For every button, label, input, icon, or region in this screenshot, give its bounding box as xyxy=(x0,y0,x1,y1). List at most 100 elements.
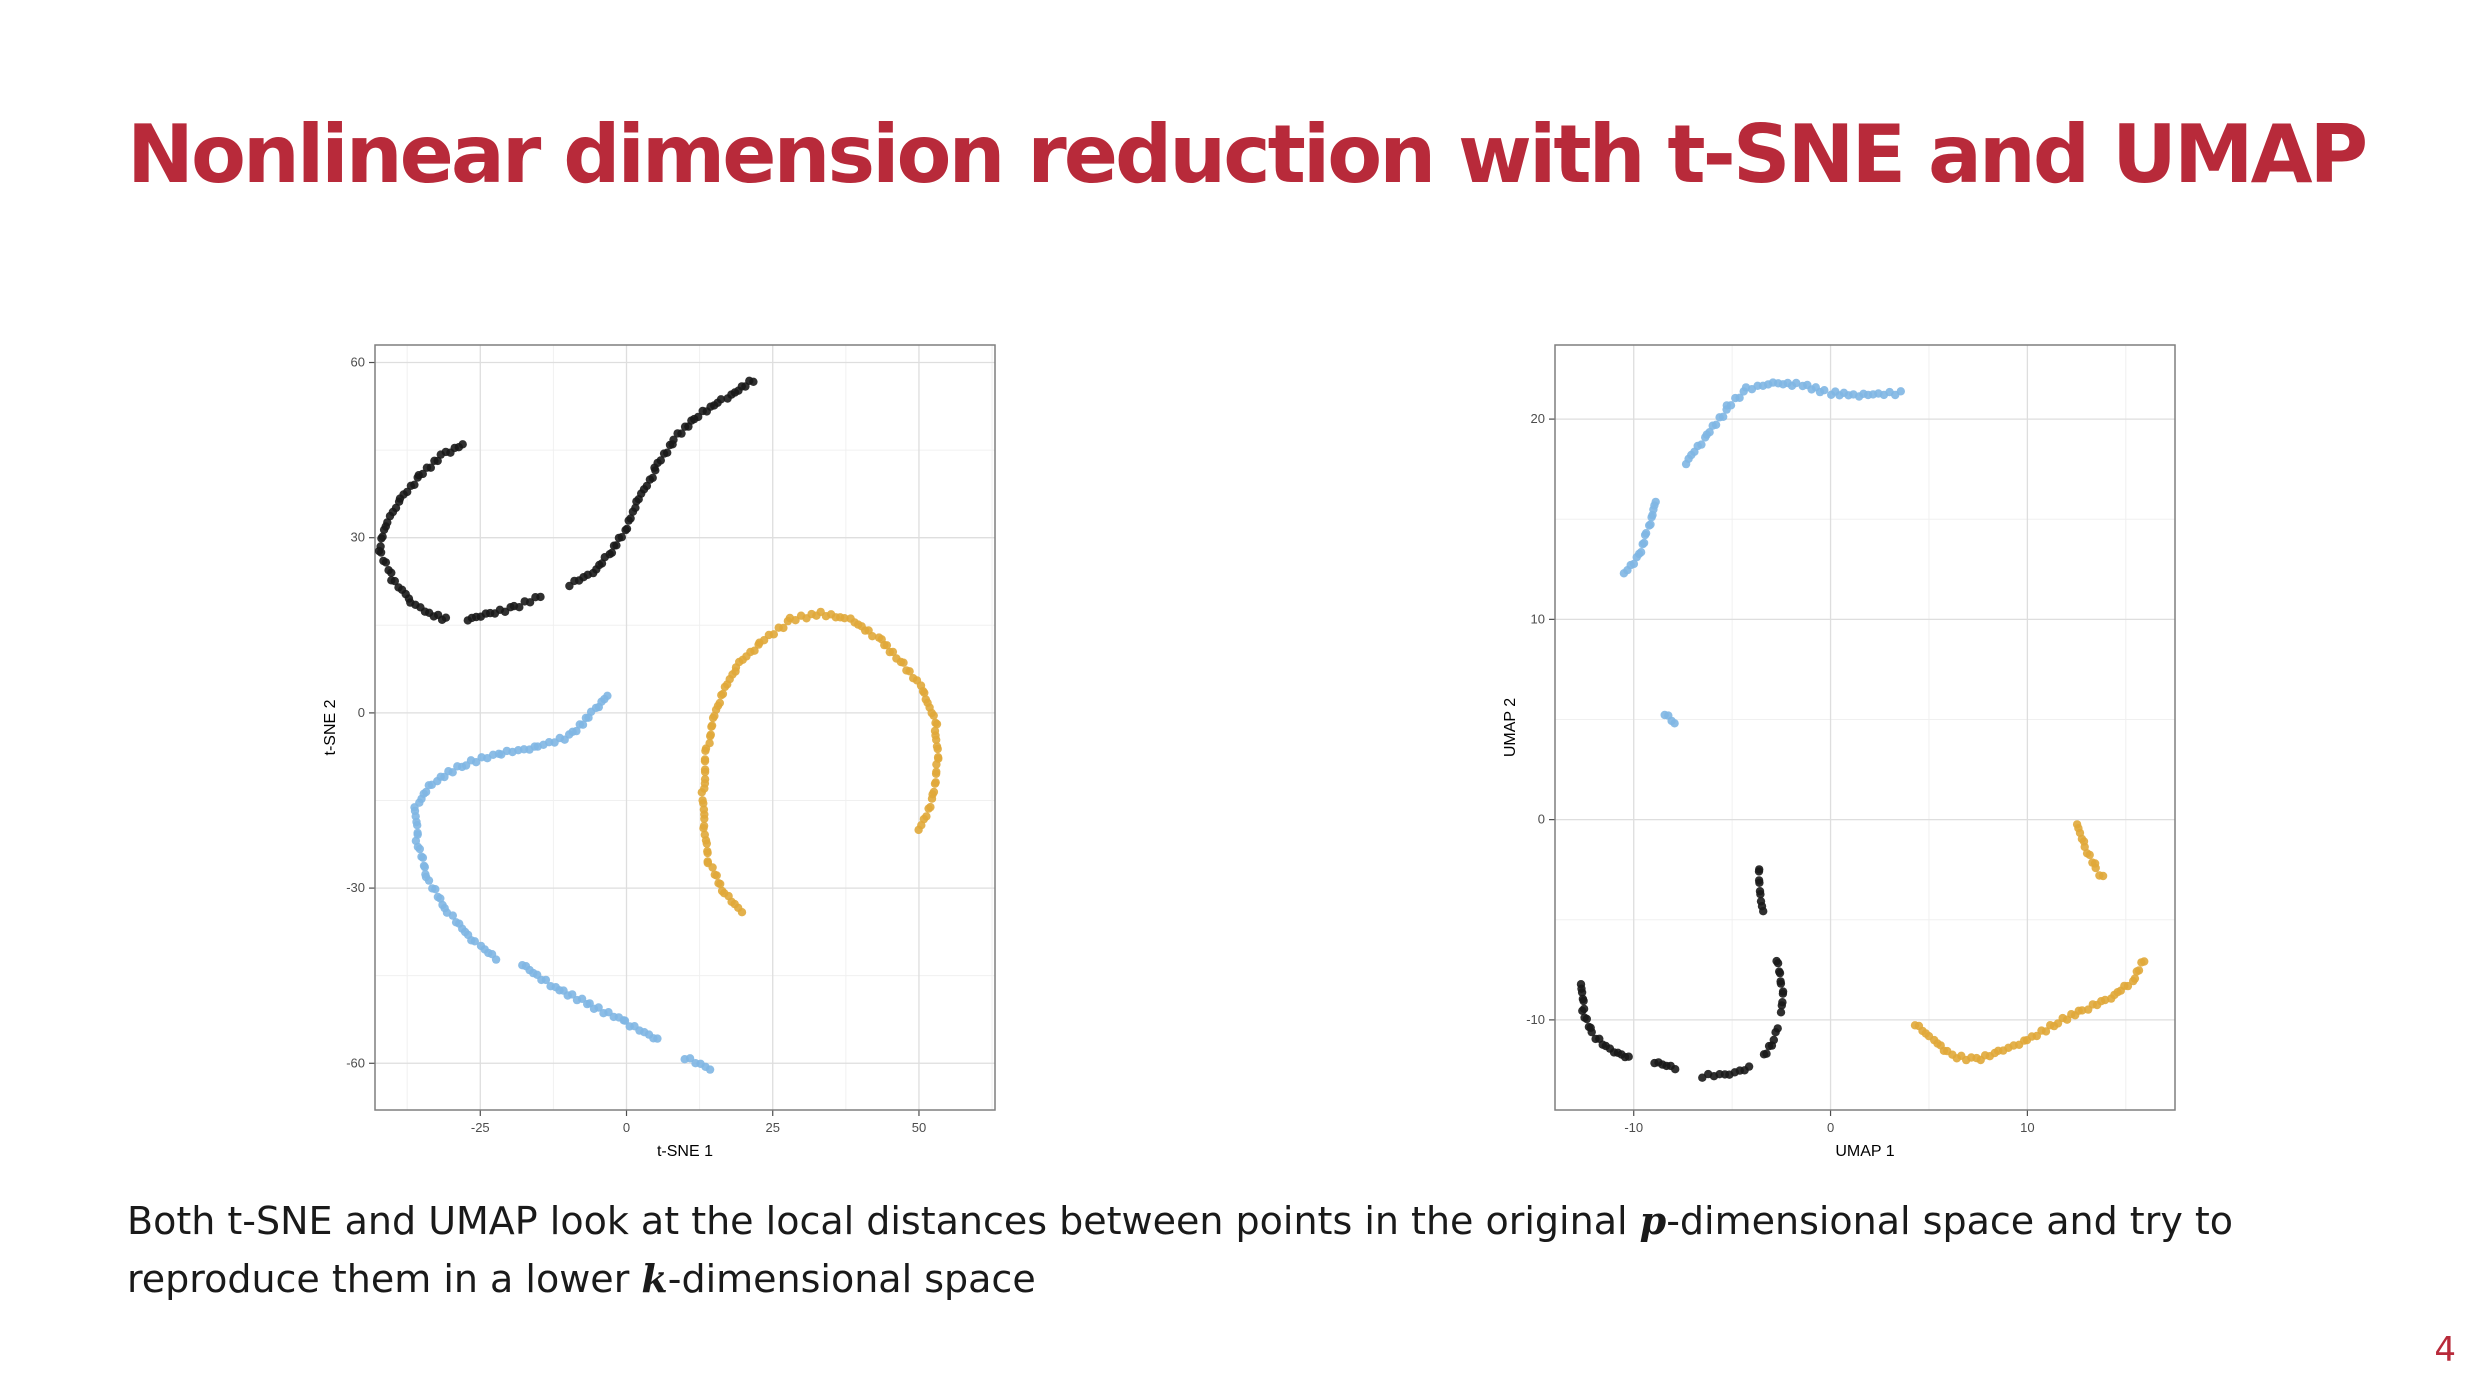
tsne-point xyxy=(716,395,726,404)
umap-x-tick-label: 10 xyxy=(2020,1120,2034,1135)
tsne-x-axis-label: t-SNE 1 xyxy=(657,1143,713,1160)
tsne-point xyxy=(387,568,396,577)
tsne-point xyxy=(653,1034,662,1043)
tsne-point xyxy=(705,739,714,748)
tsne-point xyxy=(715,698,724,708)
tsne-point xyxy=(377,534,386,543)
caption-text-3: -dimensional space xyxy=(667,1257,1036,1301)
caption-text-2: -dimensional space and try to reproduce … xyxy=(127,1199,2234,1301)
tsne-y-tick-label: 0 xyxy=(358,705,365,720)
tsne-point xyxy=(617,533,626,542)
tsne-point xyxy=(394,497,404,506)
tsne-point xyxy=(594,1003,603,1012)
umap-point xyxy=(1792,378,1801,388)
umap-point xyxy=(1577,988,1587,997)
tsne-point xyxy=(379,525,389,534)
tsne-point xyxy=(491,955,501,964)
tsne-x-tick-label: 50 xyxy=(912,1120,926,1135)
slide-title: Nonlinear dimension reduction with t-SNE… xyxy=(127,108,2368,201)
umap-point xyxy=(2085,850,2094,860)
tsne-point xyxy=(381,558,391,567)
tsne-point xyxy=(669,435,678,444)
tsne-point xyxy=(612,541,621,550)
umap-point xyxy=(2077,1006,2087,1015)
tsne-point xyxy=(930,779,940,788)
umap-point xyxy=(1776,1008,1786,1017)
tsne-point xyxy=(700,765,710,774)
tsne-point xyxy=(500,607,510,616)
tsne-point xyxy=(430,456,439,465)
tsne-scatter-plot: -25 0 25 50 -60 -30 0 30 60 t-SNE 1 t-SNE 2 xyxy=(322,344,996,1160)
tsne-point xyxy=(648,473,657,483)
umap-point xyxy=(1775,968,1785,978)
umap-point xyxy=(1641,529,1651,538)
tsne-point xyxy=(424,781,433,790)
tsne-point xyxy=(620,1016,630,1025)
umap-y-tick-label: 20 xyxy=(1531,411,1545,426)
tsne-point xyxy=(700,830,709,839)
tsne-point xyxy=(703,857,712,866)
umap-point xyxy=(2091,863,2100,873)
tsne-point xyxy=(706,730,715,739)
tsne-x-tick-label: 25 xyxy=(766,1120,780,1135)
tsne-point xyxy=(750,646,759,655)
caption-math-k: k xyxy=(641,1256,668,1301)
tsne-point xyxy=(905,667,914,676)
tsne-point xyxy=(779,623,788,633)
umap-y-tick-label: 0 xyxy=(1538,812,1545,827)
tsne-point xyxy=(577,994,587,1003)
tsne-point xyxy=(453,762,462,771)
tsne-point xyxy=(929,711,938,720)
tsne-y-tick-label: -30 xyxy=(346,880,365,895)
tsne-point xyxy=(899,658,908,667)
tsne-point xyxy=(698,796,707,805)
tsne-point xyxy=(622,524,632,533)
umap-x-axis-label: UMAP 1 xyxy=(1835,1143,1894,1160)
tsne-point xyxy=(677,429,686,438)
umap-point xyxy=(1639,538,1649,548)
tsne-point xyxy=(441,613,451,622)
umap-point xyxy=(1744,1062,1754,1071)
tsne-panel-border xyxy=(374,344,996,1111)
umap-point xyxy=(2080,842,2089,852)
tsne-point xyxy=(882,641,892,650)
tsne-point xyxy=(413,830,422,839)
tsne-point xyxy=(631,503,640,512)
tsne-y-tick-label: 30 xyxy=(351,530,365,545)
umap-point xyxy=(1759,907,1768,916)
tsne-point xyxy=(418,853,428,862)
tsne-point xyxy=(703,847,712,856)
umap-x-tick-label: -10 xyxy=(1624,1120,1643,1135)
tsne-point xyxy=(420,862,429,872)
tsne-point xyxy=(932,719,942,729)
umap-series-gold xyxy=(1910,820,2149,1065)
tsne-point xyxy=(705,1065,715,1074)
umap-point xyxy=(1773,959,1783,968)
umap-point xyxy=(1578,1006,1587,1015)
umap-point xyxy=(1820,386,1829,395)
umap-point xyxy=(1771,1028,1780,1037)
umap-point xyxy=(1777,1001,1786,1010)
tsne-point xyxy=(515,603,524,612)
tsne-point xyxy=(448,911,457,920)
tsne-point xyxy=(920,688,929,697)
umap-point xyxy=(1778,989,1788,998)
page-number: 4 xyxy=(2434,1330,2456,1370)
tsne-y-tick-label: -60 xyxy=(346,1055,365,1070)
tsne-point xyxy=(413,473,422,482)
tsne-point xyxy=(581,713,591,723)
tsne-point xyxy=(413,821,422,830)
umap-point xyxy=(2134,966,2144,975)
tsne-point xyxy=(927,794,937,803)
tsne-point xyxy=(707,721,717,730)
umap-point xyxy=(1651,497,1660,507)
tsne-point xyxy=(717,886,727,896)
tsne-point xyxy=(699,805,709,814)
umap-point xyxy=(1705,428,1714,437)
tsne-point xyxy=(868,632,877,641)
tsne-point xyxy=(933,744,942,754)
tsne-point xyxy=(568,990,577,999)
umap-point xyxy=(1582,1014,1591,1024)
tsne-x-tick-label: -25 xyxy=(471,1120,490,1135)
umap-grid xyxy=(1555,345,2175,1110)
